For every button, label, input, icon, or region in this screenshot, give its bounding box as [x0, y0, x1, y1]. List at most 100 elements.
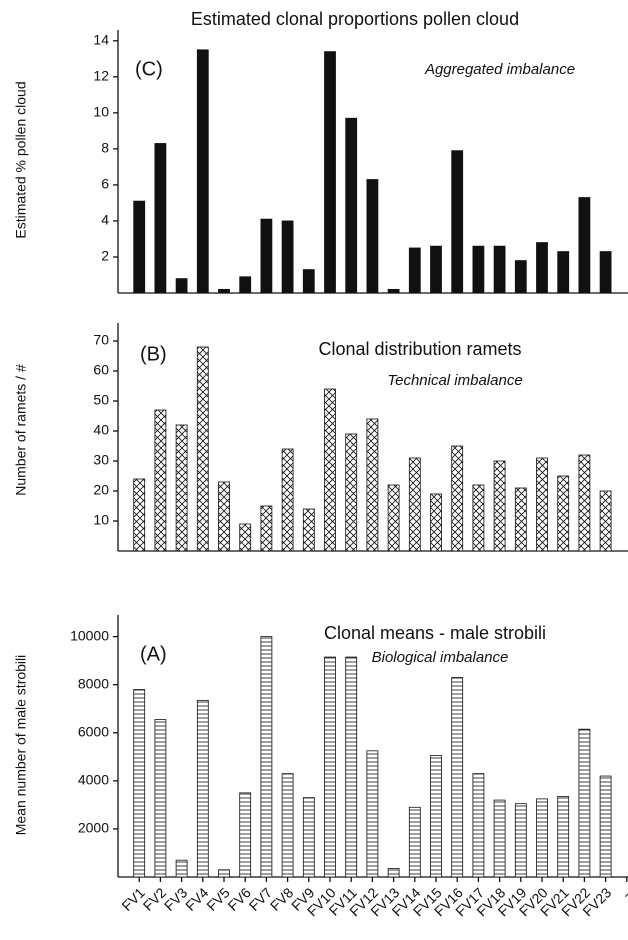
bar: [557, 251, 570, 294]
x-tick-label: –: [619, 884, 628, 901]
bar: [239, 792, 252, 878]
bar: [260, 636, 273, 878]
y-tick-label: 50: [93, 392, 109, 408]
bar: [345, 433, 358, 552]
y-axis-label: Estimated % pollen cloud: [13, 81, 29, 238]
bar: [345, 656, 358, 878]
annotation: Biological imbalance: [372, 649, 509, 666]
bar: [218, 481, 230, 552]
bar: [175, 278, 188, 294]
bar: [366, 750, 379, 878]
bar: [218, 869, 230, 878]
bar: [324, 51, 336, 294]
bar: [408, 806, 421, 878]
bar: [599, 775, 612, 878]
annotation: Technical imbalance: [387, 372, 522, 389]
bar: [196, 699, 209, 878]
bar: [196, 49, 209, 294]
bar: [281, 220, 294, 294]
y-tick-label: 2: [101, 248, 109, 264]
bar: [430, 245, 442, 294]
bar: [281, 773, 294, 878]
bar: [133, 689, 146, 878]
bar: [493, 799, 506, 878]
bar: [154, 719, 167, 878]
bar: [133, 478, 146, 552]
y-tick-label: 10: [93, 512, 109, 528]
bar: [175, 859, 188, 878]
chart-title: Clonal distribution ramets: [318, 339, 521, 359]
bar: [175, 424, 188, 552]
bar: [536, 242, 548, 294]
panel-label: (A): [140, 643, 167, 665]
bar: [260, 218, 273, 294]
bar: [366, 179, 379, 294]
bar: [472, 245, 485, 294]
bar: [451, 445, 464, 552]
chart-title: Clonal means - male strobili: [324, 623, 546, 643]
bar: [154, 409, 167, 552]
bar: [472, 484, 485, 552]
y-tick-label: 12: [93, 68, 109, 84]
bar: [536, 798, 548, 878]
bar: [345, 117, 358, 294]
y-tick-label: 8000: [78, 675, 109, 691]
bar: [387, 484, 400, 552]
chart-title: Estimated clonal proportions pollen clou…: [191, 9, 519, 29]
bar: [536, 457, 548, 552]
y-axis-label: Mean number of male strobili: [13, 655, 29, 836]
bar: [196, 346, 209, 552]
bar: [557, 796, 570, 878]
panel-label: (C): [135, 58, 163, 80]
bar: [472, 773, 485, 878]
y-tick-label: 6: [101, 176, 109, 192]
y-tick-label: 2000: [78, 820, 109, 836]
bar: [408, 247, 421, 294]
bar: [599, 251, 612, 294]
y-tick-label: 4000: [78, 772, 109, 788]
bar: [239, 276, 252, 294]
bar: [324, 388, 336, 552]
y-tick-label: 10000: [70, 627, 109, 643]
bar: [493, 460, 506, 552]
y-tick-label: 8: [101, 140, 109, 156]
annotation: Aggregated imbalance: [424, 61, 575, 78]
y-tick-label: 4: [101, 212, 109, 228]
bar: [451, 150, 464, 294]
bar: [366, 418, 379, 552]
y-axis-label: Number of ramets / #: [13, 364, 29, 496]
bar: [302, 269, 315, 294]
y-tick-label: 20: [93, 482, 109, 498]
bar: [133, 200, 146, 294]
bar: [578, 728, 591, 878]
y-tick-label: 6000: [78, 723, 109, 739]
bar: [430, 493, 442, 552]
panel-label: (B): [140, 343, 167, 365]
bar: [493, 245, 506, 294]
bar: [239, 523, 252, 552]
bar: [430, 755, 442, 878]
y-tick-label: 40: [93, 422, 109, 438]
y-tick-label: 70: [93, 332, 109, 348]
bar: [302, 508, 315, 552]
y-tick-label: 30: [93, 452, 109, 468]
bar: [302, 797, 315, 878]
bar: [578, 454, 591, 552]
bar: [451, 677, 464, 878]
y-tick-label: 10: [93, 104, 109, 120]
bar: [514, 260, 527, 294]
bar: [578, 197, 591, 294]
bar: [324, 656, 336, 878]
bar: [260, 505, 273, 552]
y-tick-label: 14: [93, 32, 109, 48]
bar: [408, 457, 421, 552]
bar: [281, 448, 294, 552]
bar: [387, 288, 400, 294]
bar: [599, 490, 612, 552]
bar: [514, 803, 527, 878]
bar: [557, 475, 570, 552]
y-tick-label: 60: [93, 362, 109, 378]
bar: [387, 868, 400, 878]
bar: [218, 288, 230, 294]
